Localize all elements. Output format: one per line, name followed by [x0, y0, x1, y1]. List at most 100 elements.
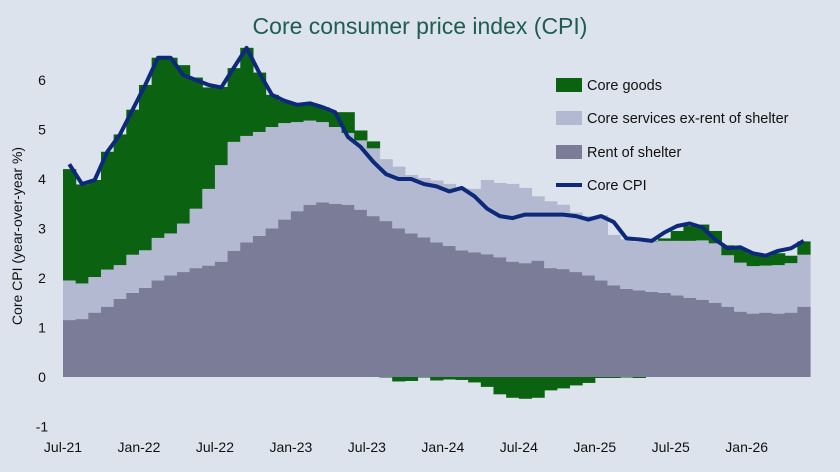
- bar-core-services: [594, 215, 609, 281]
- bar-core-services: [620, 239, 634, 289]
- bar-rent-of-shelter: [202, 265, 216, 377]
- bar-core-services: [531, 196, 545, 261]
- bar-rent-of-shelter: [683, 297, 697, 377]
- bar-core-services: [670, 240, 684, 296]
- bar-core-goods: [784, 255, 798, 264]
- bar-core-goods: [404, 377, 419, 381]
- x-tick-label: Jan-24: [421, 439, 464, 455]
- bar-core-goods: [430, 377, 444, 381]
- bar-core-services: [290, 122, 305, 212]
- legend-swatch-rent-of-shelter: [556, 145, 582, 159]
- bar-rent-of-shelter: [252, 235, 267, 377]
- bar-core-services: [138, 250, 153, 288]
- bar-core-goods: [138, 84, 153, 251]
- y-tick-label: 1: [38, 320, 46, 336]
- bar-rent-of-shelter: [164, 275, 178, 377]
- y-tick-label: -1: [36, 419, 49, 435]
- bar-rent-of-shelter: [265, 228, 279, 377]
- bar-core-goods: [594, 377, 609, 378]
- bar-rent-of-shelter: [366, 216, 381, 377]
- bar-core-goods: [734, 248, 748, 263]
- bar-core-goods: [556, 377, 571, 389]
- bar-rent-of-shelter: [620, 288, 634, 377]
- bar-core-goods: [658, 238, 672, 241]
- bar-core-services: [392, 166, 406, 229]
- bar-core-services: [582, 216, 596, 276]
- bar-rent-of-shelter: [303, 204, 317, 377]
- core-cpi-line: [67, 45, 805, 258]
- bar-core-goods: [366, 141, 381, 149]
- legend-swatch-core-services: [556, 111, 582, 125]
- bar-rent-of-shelter: [734, 311, 748, 377]
- bar-core-services: [683, 240, 697, 298]
- bar-rent-of-shelter: [632, 290, 647, 377]
- bar-core-goods: [569, 377, 583, 386]
- y-tick-label: 3: [38, 221, 46, 237]
- bar-rent-of-shelter: [531, 260, 545, 377]
- legend-label-core-goods: Core goods: [587, 78, 662, 94]
- bar-rent-of-shelter: [797, 306, 811, 377]
- bar-rent-of-shelter: [75, 319, 89, 377]
- x-tick-label: Jul-24: [500, 439, 538, 455]
- bar-core-goods: [227, 68, 241, 142]
- x-tick-label: Jan-23: [269, 439, 312, 455]
- bar-rent-of-shelter: [126, 292, 140, 377]
- legend: Core goods Core services ex-rent of shel…: [556, 78, 789, 194]
- bar-rent-of-shelter: [227, 250, 241, 377]
- bar-core-services: [100, 269, 115, 307]
- bar-rent-of-shelter: [88, 312, 102, 377]
- bar-core-goods: [265, 94, 279, 128]
- bar-rent-of-shelter: [708, 302, 722, 377]
- bar-core-services: [772, 265, 786, 314]
- bar-core-services: [189, 208, 203, 269]
- bar-core-services: [734, 262, 748, 312]
- bar-rent-of-shelter: [721, 306, 735, 377]
- bar-core-services: [164, 233, 178, 276]
- x-tick-label: Jan-26: [725, 439, 768, 455]
- bar-core-goods: [303, 103, 317, 121]
- bar-core-goods: [100, 151, 115, 270]
- bar-core-goods: [442, 377, 457, 380]
- bar-core-goods: [214, 86, 229, 166]
- bar-core-goods: [354, 130, 368, 141]
- bar-core-goods: [63, 169, 77, 281]
- bar-core-goods: [316, 107, 330, 123]
- bar-core-services: [151, 237, 165, 281]
- bar-core-services: [404, 175, 419, 234]
- bar-core-services: [328, 127, 343, 204]
- bar-rent-of-shelter: [468, 252, 482, 377]
- bar-core-services: [227, 141, 241, 251]
- bar-rent-of-shelter: [455, 250, 469, 377]
- bar-core-services: [544, 201, 558, 269]
- bar-core-goods: [759, 255, 773, 266]
- x-tick-labels: Jul-21 Jan-22 Jul-22 Jan-23 Jul-23 Jan-24 Jul-…: [44, 439, 768, 455]
- bar-core-services: [797, 254, 811, 307]
- bar-core-services: [518, 187, 533, 264]
- bar-rent-of-shelter: [379, 221, 393, 377]
- bar-core-goods: [290, 104, 305, 123]
- bar-core-goods: [632, 377, 647, 378]
- bar-rent-of-shelter: [569, 272, 583, 377]
- bar-core-goods: [493, 377, 507, 395]
- bar-rent-of-shelter: [506, 261, 520, 377]
- bar-rent-of-shelter: [290, 211, 305, 377]
- bar-core-services: [645, 241, 659, 292]
- bar-core-goods: [506, 377, 520, 398]
- x-tick-label: Jul-21: [44, 439, 82, 455]
- bar-rent-of-shelter: [392, 228, 406, 377]
- x-tick-label: Jan-22: [118, 439, 161, 455]
- stacked-bars: [63, 47, 811, 399]
- bar-rent-of-shelter: [670, 295, 684, 377]
- bar-rent-of-shelter: [594, 280, 609, 377]
- bar-rent-of-shelter: [354, 209, 368, 377]
- bar-rent-of-shelter: [341, 204, 355, 377]
- bar-core-services: [696, 240, 710, 300]
- bar-core-goods: [683, 226, 697, 241]
- x-tick-label: Jul-23: [348, 439, 386, 455]
- bar-rent-of-shelter: [278, 219, 292, 377]
- bar-rent-of-shelter: [772, 313, 786, 377]
- bar-rent-of-shelter: [240, 242, 254, 377]
- bar-rent-of-shelter: [151, 280, 165, 377]
- y-tick-labels: -1 0 1 2 3 4 5 6: [36, 72, 49, 435]
- bar-core-services: [569, 212, 583, 273]
